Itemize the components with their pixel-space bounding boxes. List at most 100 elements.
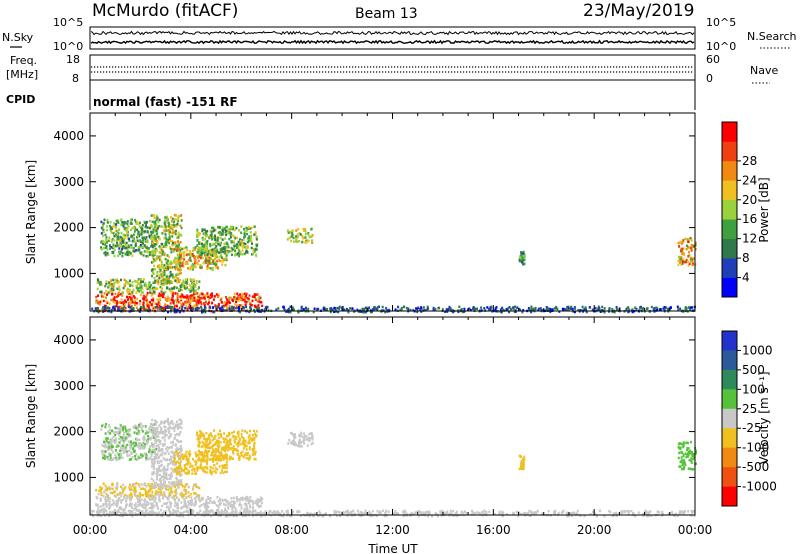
- heatmap-cell: [172, 508, 175, 512]
- freq-tick-top: 18: [66, 53, 80, 66]
- heatmap-cell: [171, 290, 174, 293]
- heatmap-cell: [134, 242, 137, 245]
- heatmap-cell: [426, 307, 429, 310]
- heatmap-cell: [445, 308, 448, 311]
- heatmap-cell: [205, 249, 208, 253]
- heatmap-cell: [183, 254, 186, 257]
- heatmap-cell: [260, 308, 263, 312]
- heatmap-cell: [182, 283, 185, 286]
- heatmap-cell: [149, 493, 152, 497]
- heatmap-cell: [117, 280, 120, 283]
- heatmap-cell: [257, 304, 260, 307]
- heatmap-cell: [126, 289, 129, 292]
- heatmap-cell: [144, 443, 147, 446]
- heatmap-cell: [136, 221, 139, 224]
- heatmap-cell: [308, 432, 311, 436]
- heatmap-cell: [107, 443, 110, 446]
- heatmap-cell: [155, 249, 158, 252]
- heatmap-cell: [203, 435, 205, 438]
- heatmap-cell: [215, 252, 218, 255]
- heatmap-cell: [183, 468, 186, 472]
- heatmap-cell: [100, 509, 103, 512]
- heatmap-cell: [151, 308, 154, 312]
- heatmap-cell: [307, 307, 310, 311]
- heatmap-cell: [235, 253, 238, 256]
- heatmap-cell: [116, 302, 119, 305]
- heatmap-cell: [107, 253, 110, 256]
- heatmap-cell: [96, 497, 99, 500]
- heatmap-cell: [198, 241, 200, 244]
- heatmap-cell: [162, 250, 164, 254]
- heatmap-cell: [168, 481, 171, 484]
- heatmap-cell: [400, 307, 403, 310]
- heatmap-cell: [169, 433, 172, 436]
- heatmap-cell: [242, 244, 245, 248]
- heatmap-cell: [196, 230, 199, 233]
- heatmap-cell: [210, 453, 213, 457]
- heatmap-cell: [122, 441, 125, 444]
- heatmap-cell: [221, 256, 223, 259]
- heatmap-cell: [336, 306, 339, 310]
- heatmap-cell: [163, 494, 166, 498]
- heatmap-cell: [176, 447, 179, 450]
- heatmap-cell: [224, 437, 227, 441]
- heatmap-cell: [141, 242, 144, 245]
- heatmap-cell: [226, 439, 229, 442]
- heatmap-cell: [209, 440, 212, 443]
- heatmap-cell: [685, 455, 688, 459]
- heatmap-cell: [204, 307, 207, 310]
- heatmap-cell: [187, 491, 190, 494]
- heatmap-cell: [161, 243, 164, 246]
- heatmap-cell: [120, 499, 123, 502]
- heatmap-cell: [118, 285, 121, 288]
- heatmap-cell: [249, 429, 251, 433]
- heatmap-cell: [168, 484, 171, 488]
- heatmap-cell: [422, 511, 425, 514]
- heatmap-cell: [361, 307, 364, 311]
- heatmap-cell: [173, 460, 176, 463]
- heatmap-cell: [180, 303, 183, 306]
- heatmap-cell: [141, 505, 144, 509]
- heatmap-cell: [243, 497, 246, 500]
- heatmap-cell: [585, 308, 587, 311]
- heatmap-cell: [229, 438, 231, 441]
- heatmap-cell: [258, 498, 261, 502]
- heatmap-cell: [164, 296, 167, 300]
- heatmap-cell: [692, 457, 695, 461]
- heatmap-cell: [201, 445, 204, 448]
- heatmap-cell: [127, 251, 130, 254]
- heatmap-cell: [123, 299, 126, 302]
- heatmap-cell: [197, 435, 200, 439]
- heatmap-cell: [188, 303, 191, 306]
- heatmap-cell: [152, 467, 155, 471]
- heatmap-cell: [239, 251, 242, 254]
- heatmap-cell: [140, 278, 142, 281]
- heatmap-cell: [218, 503, 221, 507]
- heatmap-cell: [232, 299, 234, 302]
- heatmap-cell: [400, 309, 403, 312]
- heatmap-cell: [124, 425, 127, 429]
- heatmap-cell: [173, 259, 176, 262]
- heatmap-cell: [99, 283, 102, 286]
- heatmap-cell: [183, 281, 186, 284]
- heatmap-cell: [132, 247, 135, 250]
- noise-panel: N.Sky 10^5 10^0 10^5 10^0 N.Search: [2, 16, 797, 53]
- heatmap-cell: [221, 226, 224, 230]
- heatmap-cell: [140, 504, 143, 507]
- heatmap-cell: [156, 493, 159, 496]
- heatmap-cell: [189, 453, 192, 456]
- heatmap-cell: [232, 457, 234, 460]
- heatmap-cell: [241, 450, 244, 453]
- heatmap-cell: [160, 429, 162, 433]
- heatmap-cell: [641, 512, 644, 516]
- heatmap-cell: [463, 307, 466, 311]
- heatmap-cell: [184, 454, 187, 457]
- heatmap-cell: [615, 308, 618, 311]
- heatmap-cell: [220, 233, 223, 237]
- heatmap-cell: [194, 492, 197, 495]
- heatmap-cell: [128, 429, 130, 433]
- heatmap-cell: [292, 240, 295, 243]
- heatmap-cell: [128, 504, 131, 507]
- heatmap-cell: [201, 458, 204, 461]
- heatmap-cell: [252, 252, 255, 256]
